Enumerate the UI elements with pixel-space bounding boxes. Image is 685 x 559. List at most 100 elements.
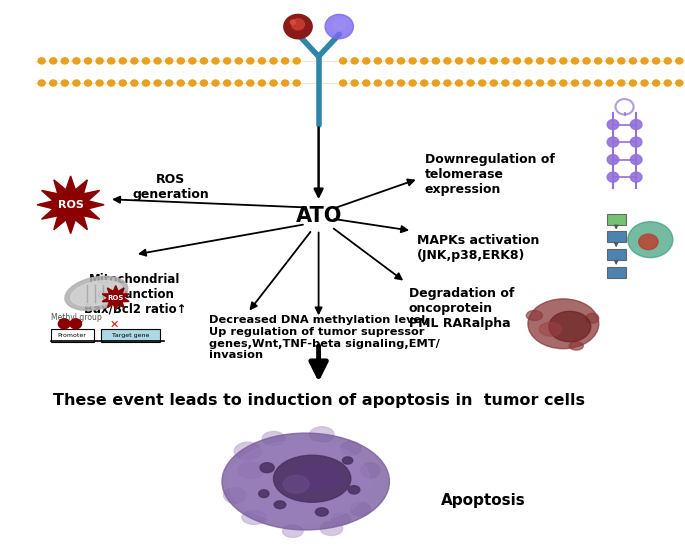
- Text: Mitochondrial
dysfunction
Bax/Bcl2 ratio↑: Mitochondrial dysfunction Bax/Bcl2 ratio…: [84, 273, 186, 316]
- Circle shape: [641, 58, 648, 64]
- Circle shape: [630, 58, 636, 64]
- Circle shape: [595, 80, 601, 86]
- Text: ROS: ROS: [108, 295, 124, 301]
- Circle shape: [607, 137, 619, 147]
- Circle shape: [258, 80, 266, 86]
- Circle shape: [290, 20, 295, 25]
- Ellipse shape: [528, 299, 599, 349]
- Circle shape: [201, 58, 208, 64]
- Circle shape: [386, 80, 393, 86]
- Text: Apoptosis: Apoptosis: [441, 494, 525, 508]
- Circle shape: [363, 80, 370, 86]
- Circle shape: [664, 80, 671, 86]
- Circle shape: [38, 58, 45, 64]
- Circle shape: [397, 58, 405, 64]
- Circle shape: [571, 80, 579, 86]
- Circle shape: [607, 120, 619, 130]
- Circle shape: [282, 80, 288, 86]
- Circle shape: [58, 319, 70, 329]
- Ellipse shape: [638, 234, 658, 250]
- Circle shape: [676, 58, 683, 64]
- Ellipse shape: [274, 501, 286, 509]
- Ellipse shape: [340, 442, 361, 455]
- Circle shape: [223, 80, 231, 86]
- Text: ATO: ATO: [295, 206, 342, 226]
- Text: ROS
generation: ROS generation: [132, 173, 209, 201]
- Circle shape: [502, 58, 509, 64]
- Circle shape: [571, 58, 579, 64]
- Circle shape: [247, 80, 254, 86]
- Text: Methyl group: Methyl group: [51, 313, 102, 322]
- Circle shape: [467, 58, 474, 64]
- Circle shape: [548, 58, 556, 64]
- Ellipse shape: [549, 311, 590, 342]
- Circle shape: [374, 58, 382, 64]
- Circle shape: [247, 58, 254, 64]
- Circle shape: [38, 80, 45, 86]
- Text: Decreased DNA methylation level,
Up regulation of tumor supressor
genes,Wnt,TNF-: Decreased DNA methylation level, Up regu…: [209, 315, 440, 360]
- Circle shape: [456, 80, 462, 86]
- Circle shape: [201, 80, 208, 86]
- Circle shape: [235, 80, 242, 86]
- Circle shape: [177, 80, 184, 86]
- Circle shape: [142, 58, 149, 64]
- Circle shape: [676, 80, 683, 86]
- Circle shape: [606, 80, 613, 86]
- Circle shape: [536, 58, 544, 64]
- Text: Promoter: Promoter: [58, 333, 87, 338]
- Circle shape: [70, 319, 82, 329]
- Ellipse shape: [262, 432, 285, 446]
- Circle shape: [595, 58, 601, 64]
- Circle shape: [340, 80, 347, 86]
- Circle shape: [397, 80, 405, 86]
- Circle shape: [525, 58, 532, 64]
- Circle shape: [84, 58, 92, 64]
- Circle shape: [189, 80, 196, 86]
- Circle shape: [641, 80, 648, 86]
- Circle shape: [560, 80, 567, 86]
- Circle shape: [502, 80, 509, 86]
- Circle shape: [630, 155, 642, 164]
- Circle shape: [235, 58, 242, 64]
- Circle shape: [61, 58, 68, 64]
- Ellipse shape: [320, 522, 342, 536]
- Text: ROS: ROS: [58, 200, 84, 210]
- Ellipse shape: [71, 281, 122, 306]
- Ellipse shape: [65, 276, 128, 310]
- Ellipse shape: [259, 490, 269, 498]
- Circle shape: [212, 58, 219, 64]
- Circle shape: [282, 58, 288, 64]
- Circle shape: [374, 80, 382, 86]
- Circle shape: [166, 80, 173, 86]
- Circle shape: [73, 80, 80, 86]
- Ellipse shape: [627, 222, 673, 258]
- Text: MAPKs activation
(JNK,p38,ERK8): MAPKs activation (JNK,p38,ERK8): [416, 234, 539, 262]
- Ellipse shape: [223, 487, 246, 503]
- Ellipse shape: [273, 455, 351, 502]
- Circle shape: [333, 19, 346, 30]
- Circle shape: [270, 80, 277, 86]
- Circle shape: [514, 80, 521, 86]
- Circle shape: [490, 58, 497, 64]
- Circle shape: [444, 80, 451, 86]
- Circle shape: [340, 58, 347, 64]
- Circle shape: [653, 80, 660, 86]
- Circle shape: [119, 58, 126, 64]
- Ellipse shape: [238, 462, 264, 479]
- FancyBboxPatch shape: [606, 267, 626, 278]
- Circle shape: [618, 58, 625, 64]
- Circle shape: [351, 58, 358, 64]
- Polygon shape: [102, 286, 129, 310]
- Circle shape: [630, 137, 642, 147]
- Circle shape: [270, 58, 277, 64]
- Circle shape: [293, 80, 300, 86]
- Circle shape: [456, 58, 462, 64]
- Circle shape: [108, 58, 115, 64]
- FancyBboxPatch shape: [101, 329, 160, 342]
- Ellipse shape: [586, 313, 599, 323]
- Text: Target gene: Target gene: [112, 333, 149, 338]
- FancyBboxPatch shape: [606, 249, 626, 260]
- Circle shape: [177, 58, 184, 64]
- Ellipse shape: [260, 463, 274, 473]
- Circle shape: [131, 80, 138, 86]
